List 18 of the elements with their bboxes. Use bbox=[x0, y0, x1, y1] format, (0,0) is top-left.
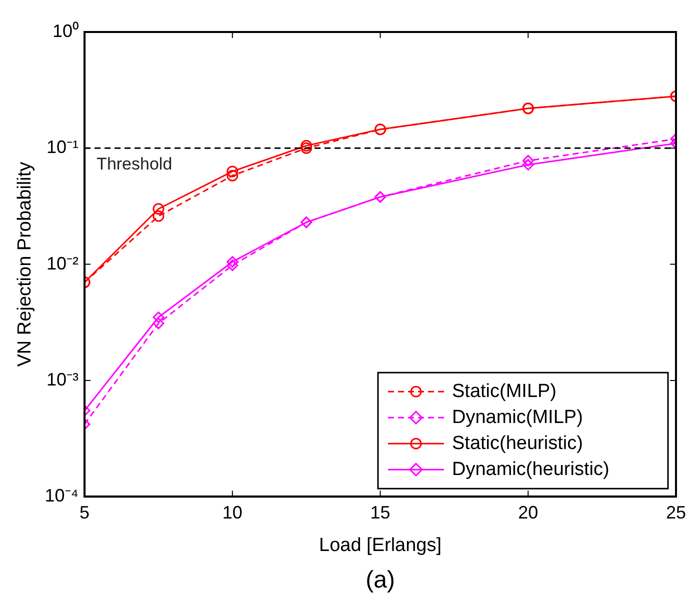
x-tick-label: 10 bbox=[222, 502, 242, 522]
legend-label: Dynamic(heuristic) bbox=[452, 458, 610, 480]
y-tick-label: 10⁻³ bbox=[46, 369, 79, 390]
y-tick-label: 10⁻¹ bbox=[46, 137, 79, 158]
x-tick-label: 15 bbox=[370, 502, 390, 522]
x-tick-label: 25 bbox=[666, 502, 686, 522]
ref-line-label: Threshold bbox=[96, 154, 172, 174]
text: (a) bbox=[366, 566, 395, 594]
x-tick-label: 5 bbox=[80, 502, 90, 522]
legend-label: Static(heuristic) bbox=[452, 432, 583, 454]
legend-label: Dynamic(MILP) bbox=[452, 406, 583, 428]
x-axis-title: Load [Erlangs] bbox=[319, 534, 442, 556]
x-tick-label: 20 bbox=[518, 502, 538, 522]
y-tick-label: 10⁰ bbox=[52, 20, 79, 41]
y-axis-title: VN Rejection Probability bbox=[14, 161, 36, 367]
y-tick-label: 10⁻⁴ bbox=[44, 486, 79, 506]
legend-label: Static(MILP) bbox=[452, 380, 557, 402]
y-tick-label: 10⁻² bbox=[46, 253, 79, 274]
